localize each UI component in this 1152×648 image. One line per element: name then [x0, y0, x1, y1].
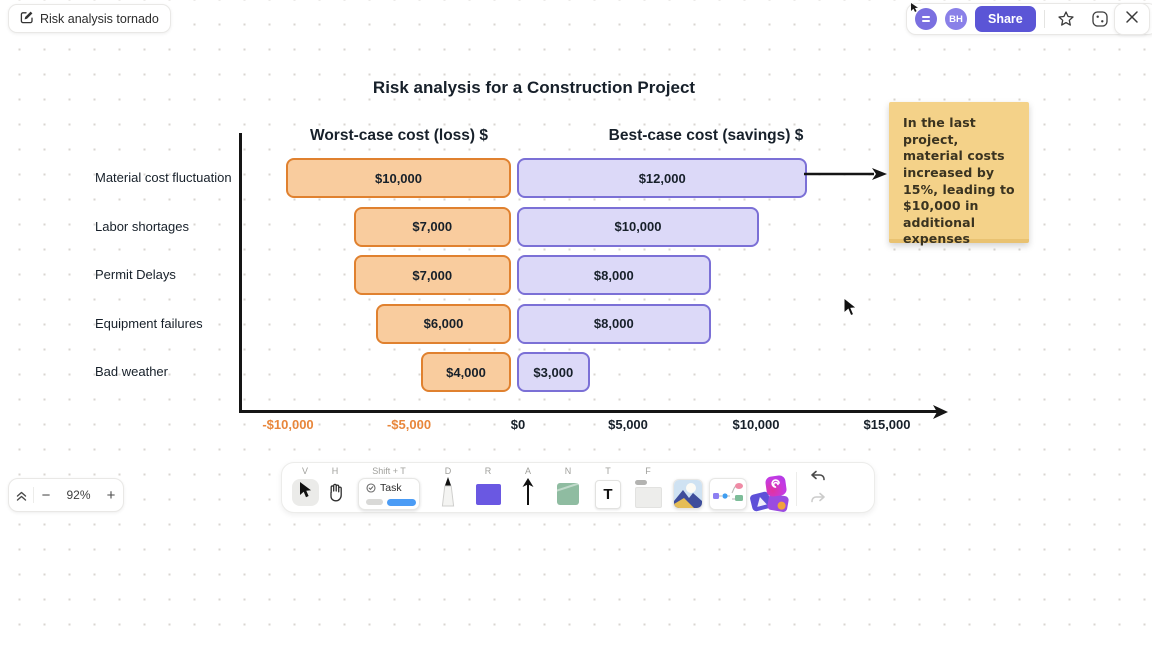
close-icon	[1125, 10, 1139, 29]
zoom-level[interactable]: 92%	[66, 488, 91, 502]
divider	[1043, 10, 1045, 28]
gain-bar[interactable]: $8,000	[517, 255, 711, 295]
x-tick-label[interactable]: $10,000	[732, 417, 780, 432]
tool-task[interactable]: Shift + T Task	[350, 466, 428, 511]
frame-icon	[634, 480, 662, 508]
loss-bar[interactable]: $10,000	[286, 158, 511, 198]
undo-button[interactable]	[810, 470, 826, 489]
rectangle-icon	[475, 483, 501, 505]
chart-title[interactable]: Risk analysis for a Construction Project	[372, 78, 696, 97]
left-column-header[interactable]: Worst-case cost (loss) $	[309, 127, 489, 144]
tool-arrow[interactable]: A	[508, 466, 548, 511]
zoom-out-button[interactable]: −	[41, 486, 51, 504]
tool-image[interactable]	[668, 466, 708, 511]
stickers-icon	[749, 474, 790, 513]
edit-icon	[20, 10, 34, 27]
note-connector-arrow[interactable]	[802, 167, 888, 181]
collaborator-cursor-icon	[910, 2, 920, 17]
text-icon: T	[595, 479, 621, 509]
select-cursor-icon	[298, 481, 313, 504]
x-axis-arrowhead	[933, 404, 948, 419]
divider	[796, 472, 797, 506]
x-tick-label[interactable]: $5,000	[608, 417, 648, 432]
right-column-header[interactable]: Best-case cost (savings) $	[608, 127, 804, 144]
diagram-icon	[709, 478, 747, 510]
loss-bar[interactable]: $4,000	[421, 352, 511, 392]
loss-bar[interactable]: $7,000	[353, 206, 511, 247]
divider	[33, 487, 34, 503]
category-label[interactable]: Permit Delays	[95, 267, 176, 282]
star-icon[interactable]	[1053, 6, 1079, 32]
tool-note[interactable]: N	[548, 466, 588, 511]
hand-icon	[326, 482, 345, 507]
x-tick-label[interactable]: $0	[510, 417, 526, 432]
top-right-bar: BH Share	[906, 3, 1152, 35]
redo-button[interactable]	[810, 492, 826, 511]
pen-icon	[439, 476, 457, 512]
present-icon[interactable]	[1087, 6, 1113, 32]
document-title-tab[interactable]: Risk analysis tornado	[8, 4, 171, 33]
x-tick-label[interactable]: $15,000	[863, 417, 911, 432]
category-label[interactable]: Equipment failures	[95, 315, 203, 331]
collaborator-avatar[interactable]	[911, 3, 937, 30]
arrow-icon	[517, 477, 539, 511]
tools-toolbar: V H Shift + T Task D	[281, 462, 875, 513]
x-tick-label[interactable]: -$10,000	[262, 417, 314, 432]
gain-bar[interactable]: $8,000	[517, 303, 711, 344]
mouse-cursor	[843, 297, 858, 317]
zoom-bar: − 92% +	[8, 478, 124, 512]
document-title: Risk analysis tornado	[40, 11, 159, 26]
tool-frame[interactable]: F	[628, 466, 668, 511]
tool-draw[interactable]: D	[428, 466, 468, 511]
category-label[interactable]: Bad weather	[95, 364, 168, 379]
sticky-note-icon	[557, 483, 579, 505]
tool-rectangle[interactable]: R	[468, 466, 508, 511]
gain-bar[interactable]: $10,000	[517, 206, 759, 247]
tool-diagram[interactable]	[708, 466, 748, 511]
tool-stickers[interactable]	[748, 466, 792, 513]
zoom-in-button[interactable]: +	[106, 486, 116, 504]
user-avatar[interactable]: BH	[945, 8, 967, 30]
x-axis-line[interactable]	[239, 410, 937, 413]
tool-hand[interactable]: H	[320, 466, 350, 511]
image-icon	[673, 479, 703, 509]
close-button[interactable]	[1114, 3, 1150, 35]
share-button[interactable]: Share	[975, 6, 1036, 32]
sticky-note[interactable]: In the last project, material costs incr…	[889, 102, 1029, 246]
tool-text[interactable]: T T	[588, 466, 628, 511]
category-label[interactable]: Labor shortages	[95, 218, 189, 234]
gain-bar[interactable]: $3,000	[517, 352, 590, 392]
loss-bar[interactable]: $6,000	[376, 303, 511, 344]
task-card-icon: Task	[358, 478, 420, 510]
category-label[interactable]: Material cost fluctuation	[95, 170, 232, 185]
gain-bar[interactable]: $12,000	[517, 158, 808, 198]
y-axis-line[interactable]	[239, 133, 242, 412]
collapse-toolbar-icon[interactable]	[9, 489, 33, 502]
x-tick-label[interactable]: -$5,000	[386, 417, 432, 432]
loss-bar[interactable]: $7,000	[353, 255, 511, 295]
tool-select[interactable]: V	[290, 466, 320, 506]
